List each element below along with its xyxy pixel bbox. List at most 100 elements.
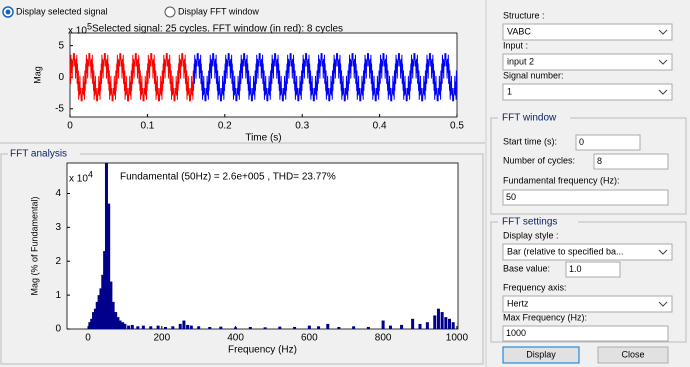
dropdown-arrow (658, 301, 668, 307)
fft-bar (208, 326, 212, 329)
y-axis-label: Mag (% of Fundamental) (29, 196, 39, 295)
text-field[interactable] (575, 134, 641, 151)
fft-bar (149, 326, 153, 329)
y-tick-label: 0 (58, 72, 64, 83)
fft-bar (163, 326, 167, 329)
multiplier: x 10 (68, 26, 87, 37)
fft-bar (93, 308, 97, 329)
fft-window-group (490, 117, 687, 215)
fft-bar (400, 324, 404, 329)
fft-analysis-group (0, 153, 484, 365)
dropdown-value: VABC (507, 26, 531, 36)
fft-bar (99, 288, 103, 329)
fft-bar (130, 324, 134, 329)
fft-bar (171, 326, 175, 329)
fft-bar (103, 251, 107, 329)
fft-bar (104, 163, 108, 329)
dropdown-value: Bar (relative to specified ba... (507, 246, 624, 256)
fft-bar (123, 323, 127, 329)
radio[interactable] (164, 6, 176, 18)
x-tick-label: 0.1 (140, 121, 154, 132)
fft-bar (92, 312, 96, 329)
fft-bar (88, 322, 92, 329)
group-title-bg (498, 216, 578, 228)
x-axis-label: Time (s) (245, 133, 281, 144)
button-label: Display (526, 349, 556, 359)
y-axis-label: Mag (32, 66, 42, 84)
field-value: 50 (506, 192, 516, 202)
fft-bar (90, 318, 94, 329)
fft-bar (411, 318, 415, 329)
fft-bar (116, 317, 120, 329)
fft-bar (436, 308, 440, 329)
x-axis-label: Frequency (Hz) (228, 345, 297, 356)
fft-settings-group (490, 221, 687, 343)
label: Number of cycles: (503, 155, 575, 165)
y-tick-label: 1 (55, 290, 61, 301)
fft-bar (381, 320, 385, 329)
fft-bar (111, 301, 115, 329)
dropdown[interactable] (502, 243, 673, 261)
fft-bar (178, 323, 182, 329)
fft-bar (141, 325, 145, 329)
dropdown-arrow (658, 89, 668, 95)
label: Start time (s): (503, 136, 557, 146)
y-tick-label: 5 (58, 40, 64, 51)
label: Input : (503, 40, 528, 50)
x-tick-label: 600 (301, 333, 318, 344)
group-title: FFT analysis (10, 149, 67, 160)
fft-bar (425, 322, 429, 329)
fft-bar (388, 325, 392, 329)
dropdown-value: Hertz (507, 298, 529, 308)
field-value: 8 (597, 156, 602, 166)
button[interactable] (502, 346, 580, 364)
fft-bar (444, 317, 448, 329)
group-title-bg (8, 148, 80, 160)
text-field[interactable] (593, 153, 669, 170)
x-tick-label: 1000 (446, 333, 469, 344)
text-field[interactable] (565, 261, 621, 278)
fft-bar (109, 281, 113, 329)
fft-bar (234, 327, 238, 329)
text-field[interactable] (502, 189, 669, 206)
fft-bar (95, 301, 99, 329)
dropdown[interactable] (502, 23, 673, 41)
dropdown[interactable] (502, 83, 673, 101)
fft-bar (293, 326, 297, 329)
dropdown[interactable] (502, 295, 673, 313)
fft-bar (127, 325, 131, 329)
fft-bar (337, 326, 341, 329)
fft-bar (451, 322, 455, 329)
label: Frequency axis: (503, 282, 567, 292)
multiplier-exponent: 4 (88, 169, 93, 179)
button[interactable] (597, 346, 669, 364)
fft-bar (448, 318, 452, 329)
y-tick-label: -5 (55, 103, 64, 114)
dropdown-arrow (658, 59, 668, 65)
dropdown[interactable] (502, 53, 673, 71)
x-tick-label: 200 (153, 333, 170, 344)
fft-bar (101, 274, 105, 329)
x-tick-label: 800 (375, 333, 392, 344)
fft-bar (263, 327, 267, 329)
fft-bar (366, 326, 370, 329)
group-title: FFT window (502, 113, 557, 124)
dropdown-arrow (658, 249, 668, 255)
label: Fundamental frequency (Hz): (503, 175, 620, 185)
fft-bar (156, 325, 160, 329)
x-tick-label: 0 (67, 121, 73, 132)
radio-label: Display selected signal (16, 6, 108, 16)
x-tick-label: 0.2 (218, 121, 232, 132)
fft-bar (97, 295, 101, 329)
fft-bar (317, 326, 321, 329)
label: Signal number: (503, 70, 564, 80)
field-value: 1.0 (569, 264, 582, 274)
signal-line (193, 53, 458, 102)
group-title: FFT settings (502, 217, 557, 228)
radio-dot (5, 9, 11, 15)
multiplier-exponent: 5 (87, 21, 92, 31)
fft-bar (433, 315, 437, 329)
label: Base value: (503, 263, 550, 273)
text-field[interactable] (502, 325, 669, 342)
